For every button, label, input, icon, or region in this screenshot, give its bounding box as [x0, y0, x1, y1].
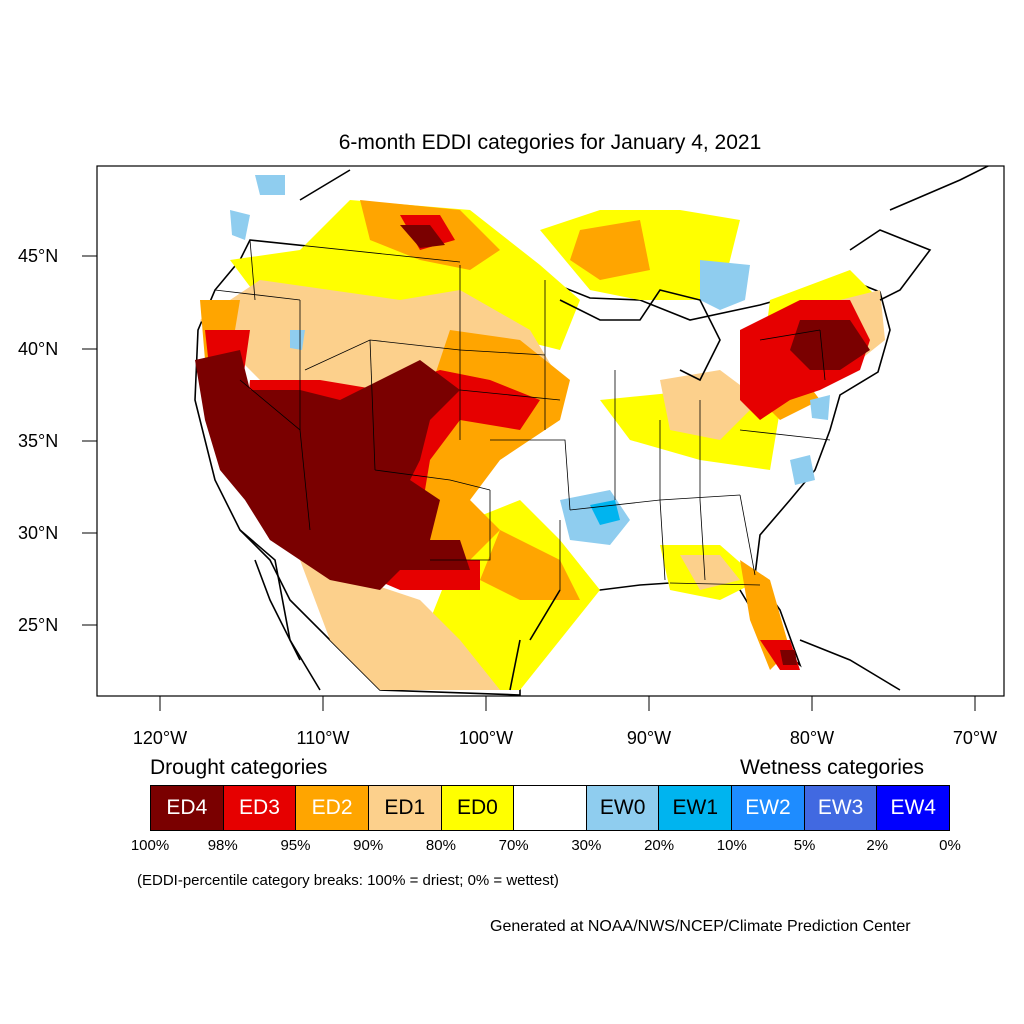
wetness-categories-heading: Wetness categories	[740, 756, 925, 779]
legend-ew4: EW4	[877, 786, 950, 830]
ed4-regions	[195, 225, 870, 665]
percentile-label: 10%	[716, 837, 747, 854]
map-frame	[96, 165, 1005, 697]
percentile-label: 5%	[793, 837, 816, 854]
drought-categories-heading: Drought categories	[150, 756, 328, 779]
lon-label-80: 80°W	[789, 728, 835, 748]
lon-label-110: 110°W	[296, 728, 350, 748]
percentile-label: 2%	[866, 837, 889, 854]
percentile-label: 80%	[425, 837, 456, 854]
legend-ed0: ED0	[441, 786, 515, 830]
lat-label-40: 40°N	[18, 339, 59, 359]
legend-ew2: EW2	[732, 786, 805, 830]
lon-label-90: 90°W	[626, 728, 672, 748]
axis-ticks	[82, 255, 976, 711]
category-legend: ED4 ED3 ED2 ED1 ED0 EW0 EW1 EW2 EW3 EW4	[150, 785, 950, 831]
percentile-label: 0%	[939, 837, 961, 854]
legend-ed1: ED1	[368, 786, 442, 830]
legend-neutral	[514, 786, 587, 830]
map-title: 6-month EDDI categories for January 4, 2…	[338, 131, 762, 154]
percentile-label: 95%	[280, 837, 311, 854]
percentile-label: 30%	[571, 837, 602, 854]
percentile-label: 100%	[130, 837, 170, 854]
lat-label-25: 25°N	[18, 615, 59, 635]
lat-label-35: 35°N	[18, 431, 59, 451]
percentile-label: 98%	[207, 837, 238, 854]
lat-label-30: 30°N	[18, 523, 59, 543]
state-boundaries	[214, 239, 831, 590]
percentile-note: (EDDI-percentile category breaks: 100% =…	[137, 872, 559, 889]
lon-label-100: 100°W	[458, 728, 514, 748]
percentile-label: 20%	[644, 837, 675, 854]
lon-label-70: 70°W	[952, 728, 998, 748]
legend-ew3: EW3	[804, 786, 878, 830]
percentile-label: 70%	[498, 837, 529, 854]
legend-ew1: EW1	[659, 786, 733, 830]
lon-label-120: 120°W	[132, 728, 188, 748]
legend-ed3: ED3	[223, 786, 297, 830]
legend-ew0: EW0	[586, 786, 660, 830]
legend-ed2: ED2	[296, 786, 369, 830]
credit-line: Generated at NOAA/NWS/NCEP/Climate Predi…	[490, 918, 911, 935]
lat-label-45: 45°N	[18, 246, 59, 266]
coastlines	[239, 166, 990, 691]
legend-ed4: ED4	[151, 786, 224, 830]
percentile-label: 90%	[353, 837, 384, 854]
ew1-regions	[590, 500, 620, 525]
